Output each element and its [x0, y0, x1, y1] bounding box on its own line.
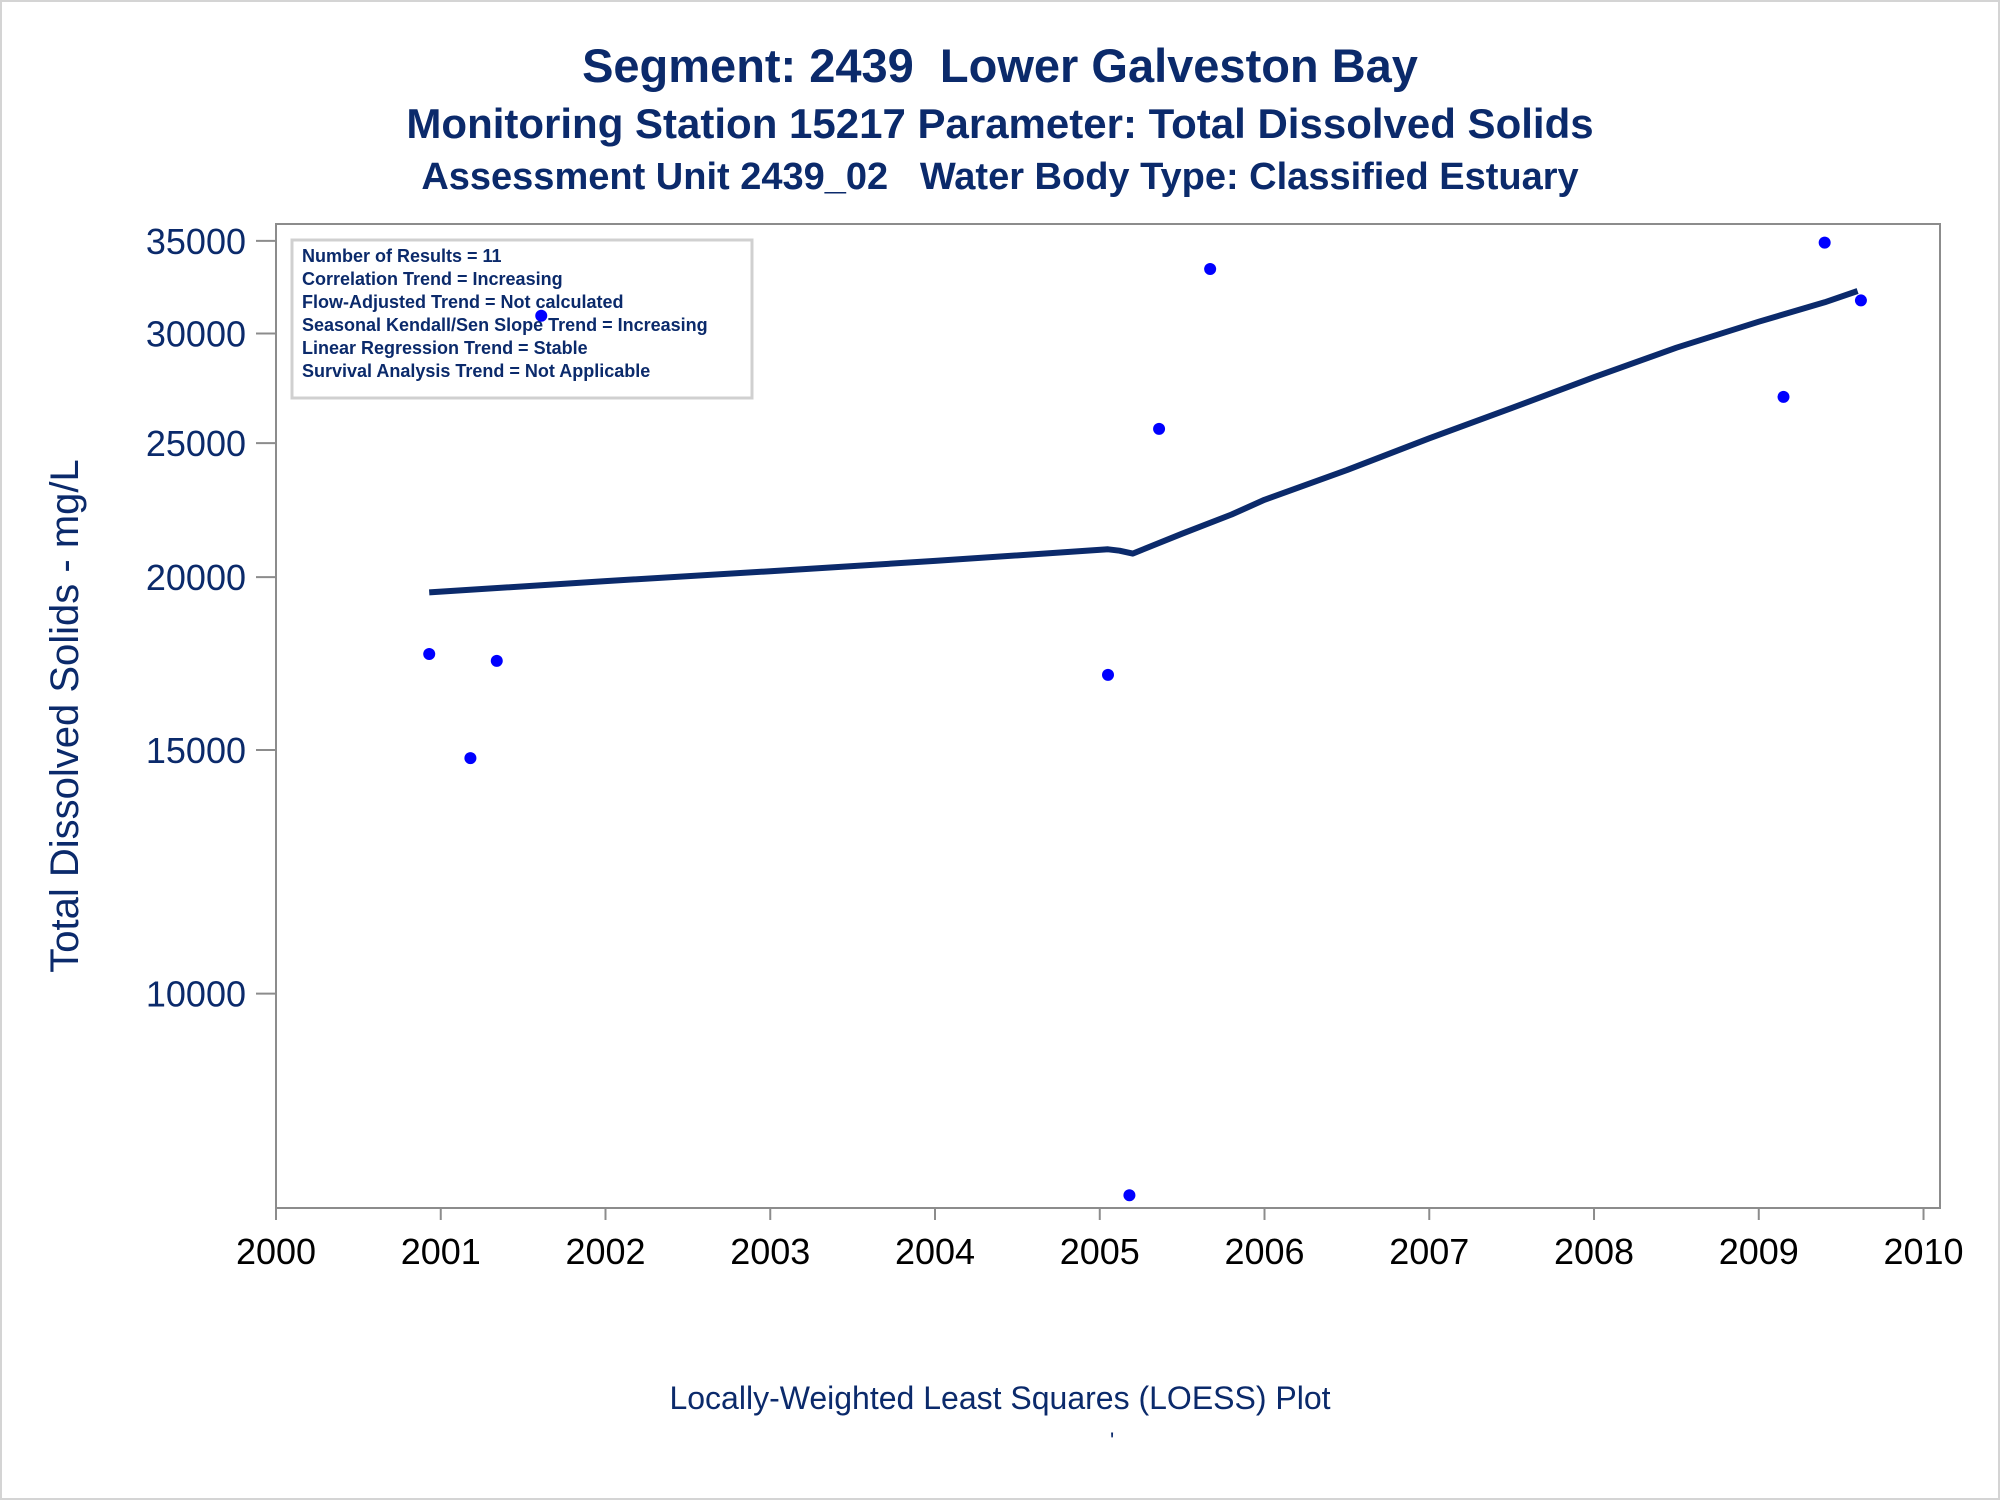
- stats-line: Linear Regression Trend = Stable: [302, 338, 588, 358]
- x-tick-label: 2010: [1883, 1231, 1963, 1272]
- data-point: [1123, 1189, 1136, 1202]
- stats-line: Number of Results = 11: [302, 246, 502, 266]
- stats-line: Flow-Adjusted Trend = Not calculated: [302, 292, 624, 312]
- footnote-mark: ': [1110, 1428, 1115, 1453]
- data-point: [423, 647, 436, 660]
- chart-subtitle: Monitoring Station 15217 Parameter: Tota…: [406, 100, 1594, 147]
- y-tick-label: 35000: [146, 221, 246, 262]
- x-tick-label: 2002: [565, 1231, 645, 1272]
- x-tick-label: 2006: [1224, 1231, 1304, 1272]
- x-tick-label: 2003: [730, 1231, 810, 1272]
- x-tick-label: 2009: [1719, 1231, 1799, 1272]
- loess-line: [429, 288, 1859, 596]
- x-tick-label: 2008: [1554, 1231, 1634, 1272]
- y-tick-label: 20000: [146, 557, 246, 598]
- x-tick-label: 2004: [895, 1231, 975, 1272]
- y-tick-label: 15000: [146, 730, 246, 771]
- data-point: [535, 309, 548, 322]
- x-tick-label: 2005: [1060, 1231, 1140, 1272]
- x-tick-label: 2000: [236, 1231, 316, 1272]
- stats-line: Correlation Trend = Increasing: [302, 269, 563, 289]
- stats-box: [290, 238, 754, 400]
- stats-line: Seasonal Kendall/Sen Slope Trend = Incre…: [302, 315, 708, 335]
- data-point: [1777, 390, 1790, 403]
- data-point: [1854, 294, 1867, 307]
- x-tick-label: 2007: [1389, 1231, 1469, 1272]
- footnote: Locally-Weighted Least Squares (LOESS) P…: [669, 1380, 1331, 1416]
- data-point: [1204, 263, 1217, 276]
- y-tick-label: 10000: [146, 974, 246, 1015]
- data-point: [1818, 236, 1831, 249]
- data-point: [1153, 422, 1166, 435]
- data-point: [490, 654, 503, 667]
- stats-line: Survival Analysis Trend = Not Applicable: [302, 361, 650, 381]
- y-axis-label: Total Dissolved Solids - mg/L: [43, 459, 87, 973]
- data-point: [464, 752, 477, 765]
- x-tick-label: 2001: [401, 1231, 481, 1272]
- chart-title: Segment: 2439 Lower Galveston Bay: [582, 39, 1418, 92]
- plot-area: [275, 223, 1941, 1209]
- data-point: [1102, 668, 1114, 681]
- chart-subtitle-secondary: Assessment Unit 2439_02 Water Body Type:…: [421, 156, 1579, 198]
- y-tick-label: 30000: [146, 314, 246, 355]
- y-tick-label: 25000: [146, 423, 246, 464]
